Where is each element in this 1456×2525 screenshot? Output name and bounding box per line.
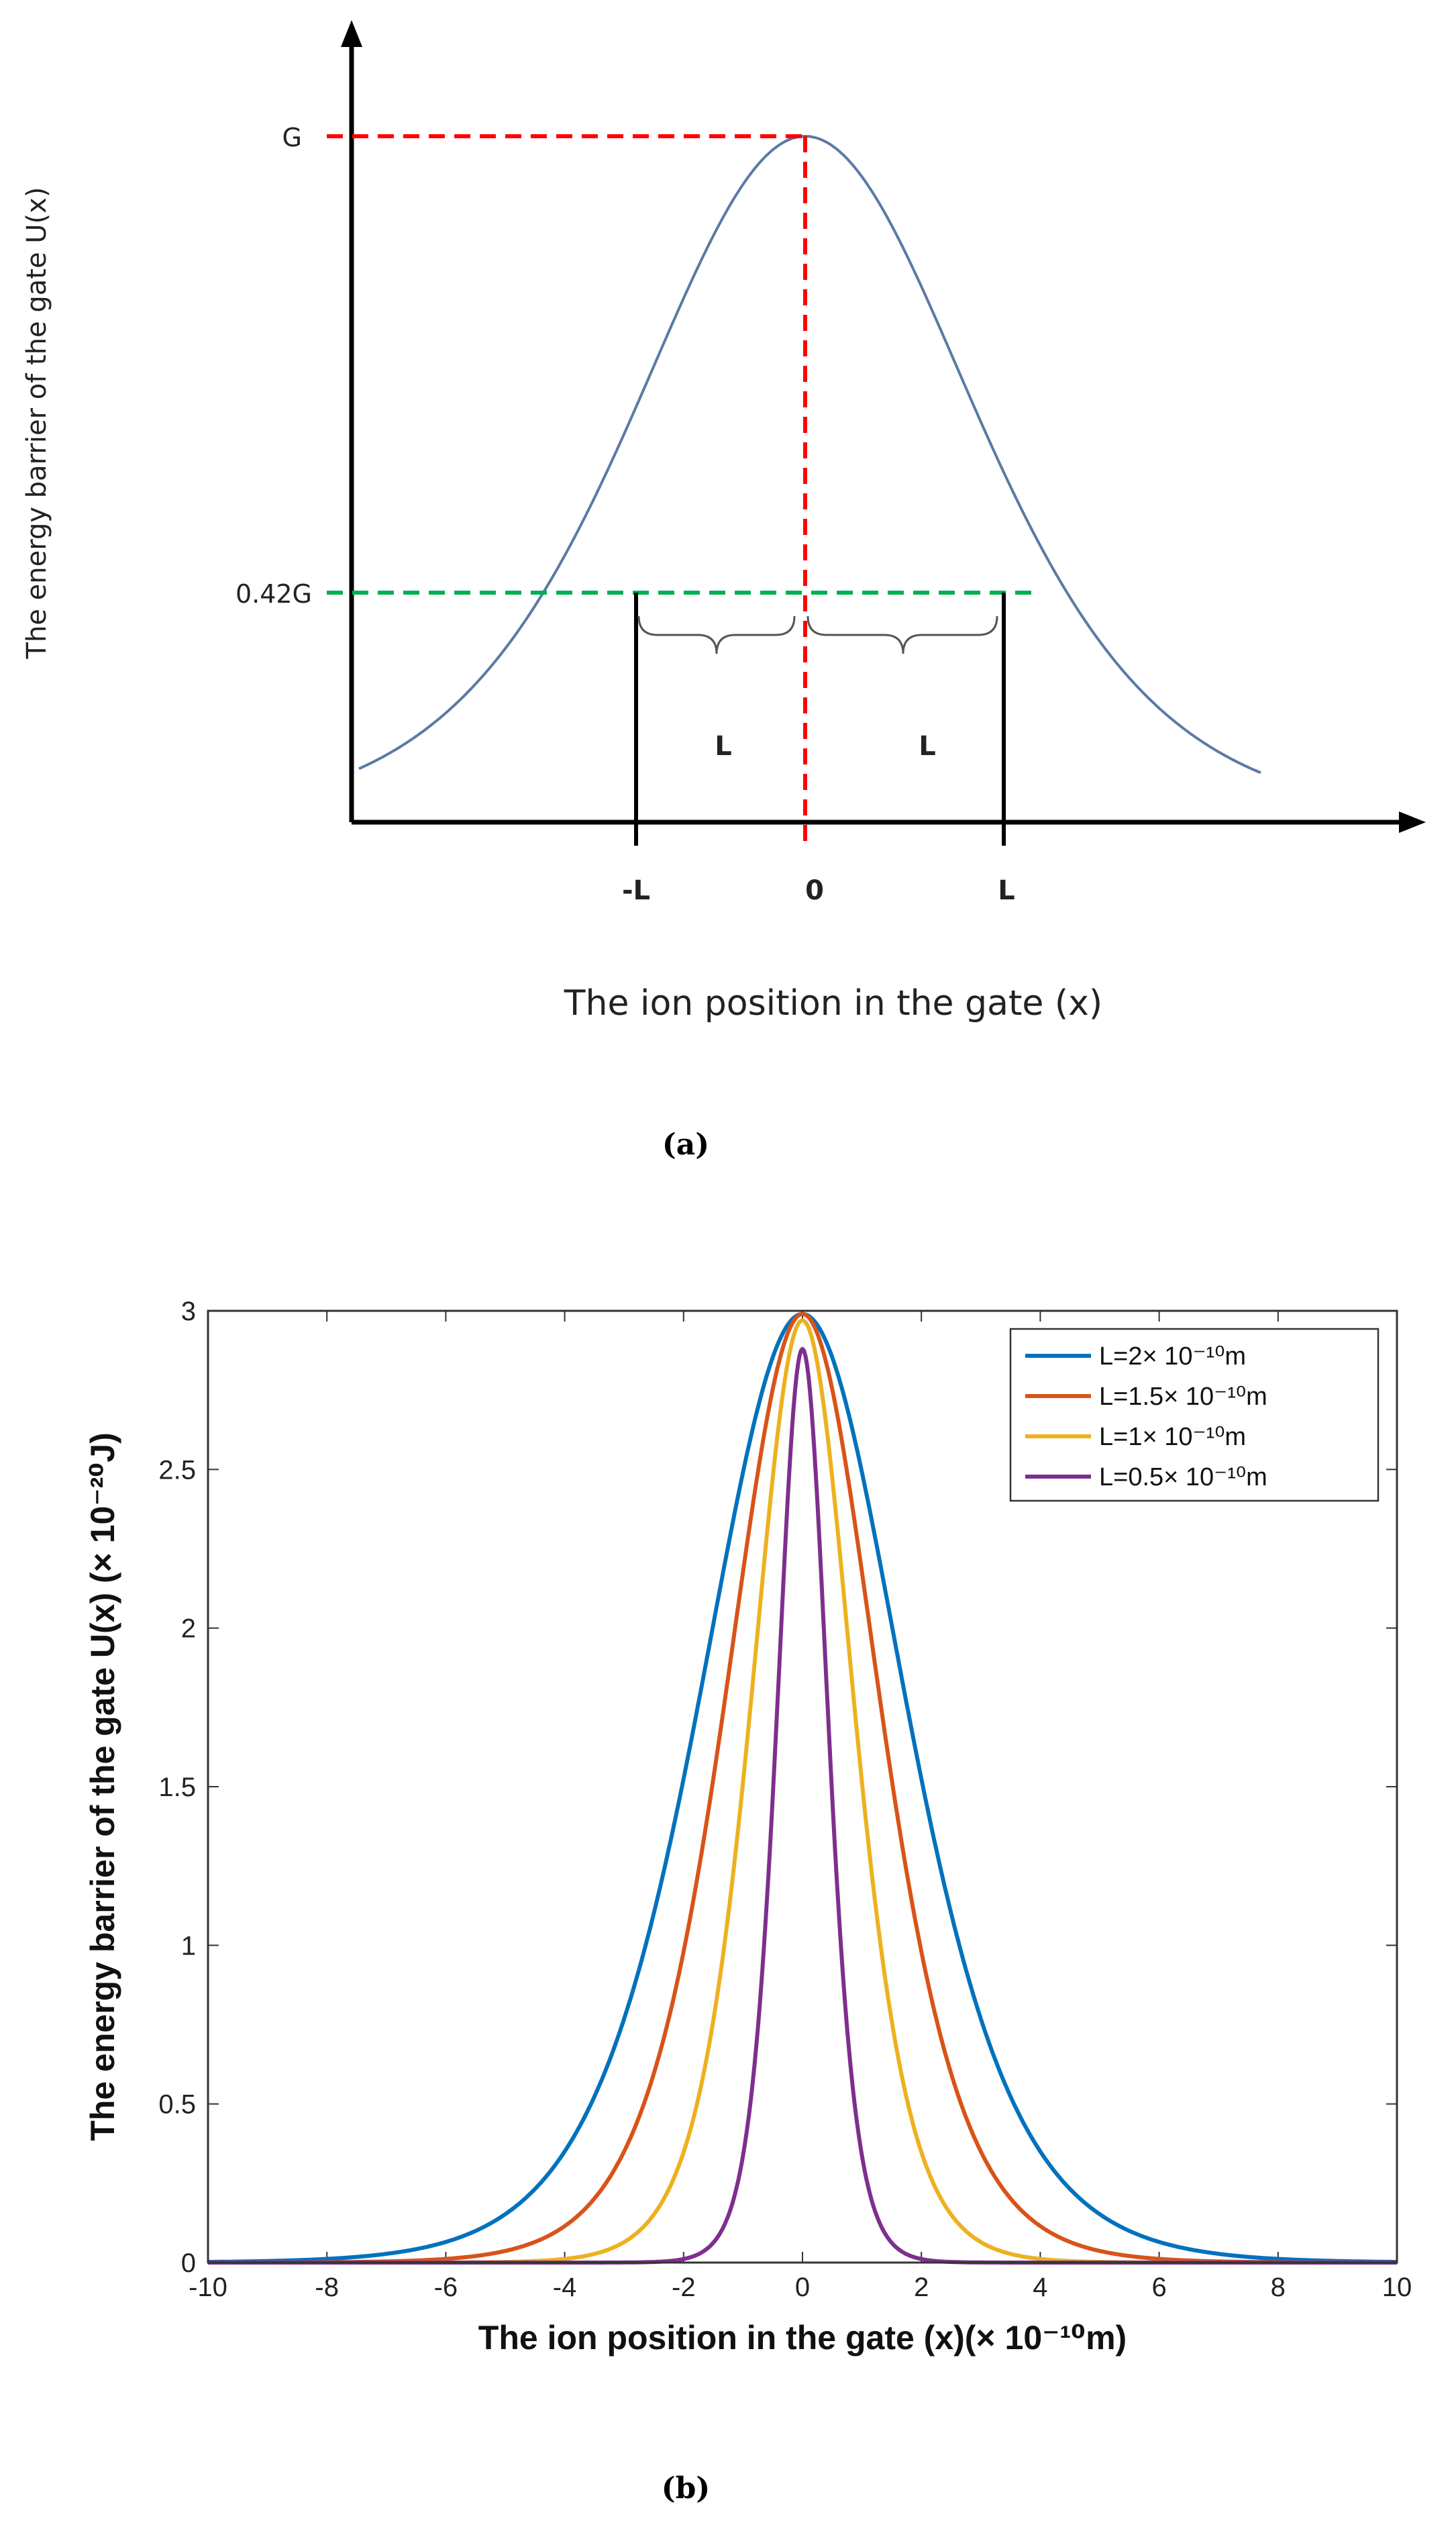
x-tick-label: -10: [189, 2273, 227, 2302]
y-axis-label-b: The energy barrier of the gate U(x) (× 1…: [84, 1432, 121, 2141]
x-tick-zero: 0: [805, 875, 824, 906]
legend-label-1: L=1.5× 10⁻¹⁰m: [1099, 1383, 1267, 1411]
y-tick-label: 1.5: [158, 1773, 196, 1802]
y-tick-label: 3: [181, 1297, 196, 1326]
segment-label-right: L: [919, 731, 936, 762]
y-tick-label: 1: [181, 1931, 196, 1961]
x-axis-label-b: The ion position in the gate (x)(× 10⁻¹⁰…: [478, 2319, 1127, 2357]
x-tick-label: 8: [1271, 2273, 1286, 2302]
x-tick-label: -8: [315, 2273, 339, 2302]
caption-a: (a): [662, 1128, 709, 1162]
x-tick-label: 2: [914, 2273, 929, 2302]
x-tick-label: 10: [1382, 2273, 1412, 2302]
y-axis-arrow: [341, 20, 362, 47]
left-brace: [637, 615, 796, 654]
x-tick-label: 4: [1033, 2273, 1047, 2302]
y-tick-label: 2: [181, 1614, 196, 1644]
x-tick-label: 0: [795, 2273, 810, 2302]
y-tick-G: G: [282, 123, 302, 152]
diagram-a: G 0.42G L L -L 0 L The ion position in t…: [21, 20, 1426, 1162]
x-tick-label: 6: [1151, 2273, 1166, 2302]
x-tick-label: -2: [672, 2273, 696, 2302]
x-tick-label: -6: [434, 2273, 458, 2302]
y-tick-label: 0: [181, 2248, 196, 2278]
x-tick-pos-L: L: [998, 875, 1015, 906]
plot-frame: [207, 1309, 1398, 2264]
y-tick-label: 2.5: [158, 1455, 196, 1485]
legend-label-0: L=2× 10⁻¹⁰m: [1099, 1342, 1246, 1371]
x-tick-neg-L: -L: [622, 875, 650, 906]
y-tick-labels: 0 0.5 1 1.5 2 2.5 3: [158, 1297, 196, 2278]
caption-b: (b): [662, 2471, 710, 2506]
y-tick-label: 0.5: [158, 2090, 196, 2120]
x-tick-label: -4: [553, 2273, 577, 2302]
chart-b: -10 -8 -6 -4 -2 0 2 4 6 8 10 0 0.5 1 1.5 2 2.5 3 L=2× 10…: [84, 1297, 1412, 2506]
legend-label-2: L=1× 10⁻¹⁰m: [1099, 1423, 1246, 1451]
figure-b: -10 -8 -6 -4 -2 0 2 4 6 8 10 0 0.5 1 1.5 2 2.5 3 L=2× 10…: [0, 1208, 1456, 2522]
x-axis-arrow: [1399, 811, 1426, 833]
y-axis-label-a: The energy barrier of the gate U(x): [21, 187, 52, 660]
legend: L=2× 10⁻¹⁰m L=1.5× 10⁻¹⁰m L=1× 10⁻¹⁰m L=0.5…: [1009, 1328, 1380, 1502]
figure-a: G 0.42G L L -L 0 L The ion position in t…: [0, 0, 1456, 1208]
y-tick-042G: 0.42G: [236, 579, 312, 609]
legend-label-3: L=0.5× 10⁻¹⁰m: [1099, 1463, 1267, 1491]
x-tick-labels: -10 -8 -6 -4 -2 0 2 4 6 8 10: [189, 2273, 1412, 2302]
x-axis-label-a: The ion position in the gate (x): [564, 983, 1102, 1024]
right-brace: [807, 615, 998, 654]
segment-label-left: L: [715, 731, 732, 762]
energy-barrier-curve-a: [358, 134, 1261, 775]
